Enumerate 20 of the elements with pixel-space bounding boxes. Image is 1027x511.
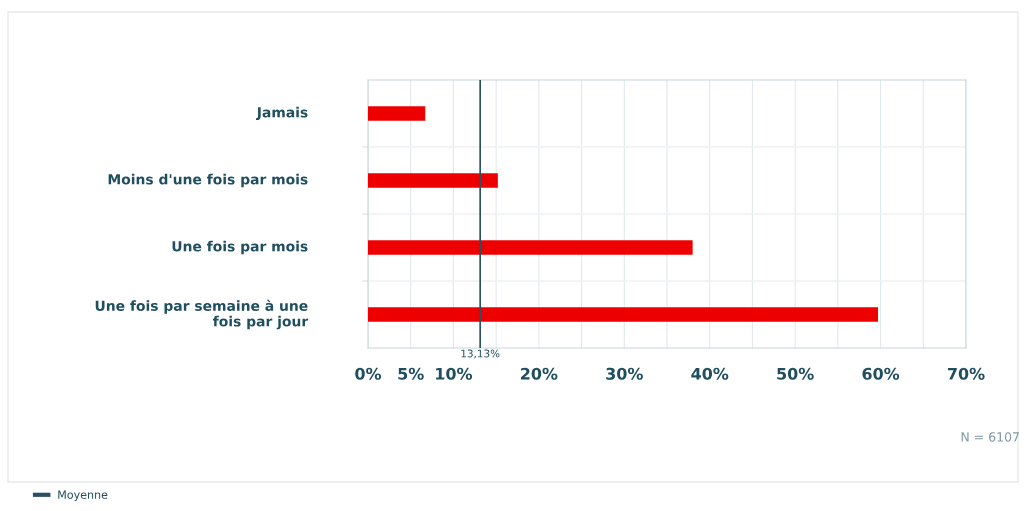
- bar: [368, 240, 693, 255]
- y-tick-label: Jamais: [256, 106, 308, 121]
- x-tick-label: 5%: [398, 367, 424, 380]
- y-tick-label: Moins d'une fois par mois: [108, 173, 308, 188]
- y-tick-label: Une fois par mois: [172, 240, 308, 255]
- bar: [368, 307, 879, 322]
- x-tick-label: 10%: [436, 367, 473, 380]
- bar: [368, 106, 426, 121]
- x-tick-label: 40%: [691, 367, 729, 380]
- bar: [368, 173, 498, 188]
- x-tick-label: 0%: [355, 367, 382, 380]
- text: N = 6107: [961, 432, 1019, 442]
- x-tick-label: 30%: [606, 367, 643, 380]
- text: 13,13%: [461, 349, 500, 359]
- x-tick-label: 70%: [947, 367, 985, 380]
- y-tick-label: Une fois par semaine à une fois par jour: [95, 299, 309, 330]
- x-tick-label: 50%: [777, 367, 814, 380]
- legend-label: Moyenne: [58, 490, 108, 501]
- x-tick-label: 20%: [521, 367, 558, 380]
- x-tick-label: 60%: [862, 367, 900, 380]
